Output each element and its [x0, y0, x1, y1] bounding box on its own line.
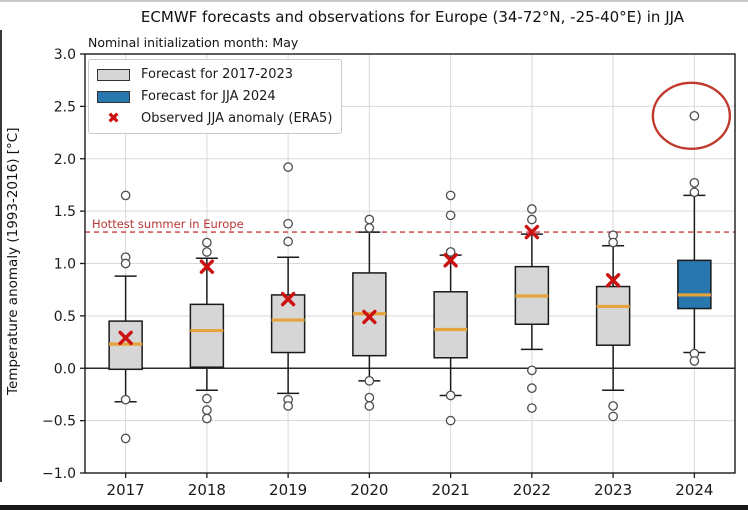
hottest-summer-annotation: Hottest summer in Europe	[92, 217, 244, 231]
outlier-point	[445, 190, 456, 201]
outlier-point	[283, 401, 293, 411]
outlier-point	[689, 177, 700, 188]
outlier-point	[608, 237, 618, 248]
outlier-point	[527, 214, 537, 225]
observed-x-marker	[280, 291, 296, 307]
y-tick-label: −1.0	[42, 466, 76, 482]
outlier-point	[364, 223, 375, 233]
observed-x-marker	[199, 259, 215, 274]
outlier-point	[202, 413, 212, 424]
forecast-box-2023	[595, 285, 631, 346]
photo-bottom-border	[0, 505, 748, 510]
chart-title: ECMWF forecasts and observations for Eur…	[140, 8, 685, 26]
observed-x-marker	[118, 330, 133, 346]
outlier-point	[202, 393, 212, 404]
y-tick-label: 2.0	[54, 152, 76, 168]
outlier-point	[527, 403, 537, 413]
x-tick-label: 2024	[675, 481, 713, 499]
legend-item-forecast-2024: Forecast for JJA 2024	[97, 88, 333, 105]
outlier-point	[120, 394, 131, 405]
x-tick-label: 2023	[594, 481, 632, 499]
outlier-point	[364, 392, 375, 403]
blue-box-swatch	[97, 90, 130, 103]
outlier-point	[689, 110, 700, 121]
forecast-box-2019	[270, 294, 306, 354]
red-x-marker-icon: ✖	[107, 108, 120, 127]
observed-x-marker	[524, 224, 540, 240]
x-tick-label: 2018	[188, 481, 226, 499]
outlier-point	[120, 190, 131, 201]
y-tick-label: 3.0	[54, 47, 76, 63]
outlier-point	[689, 187, 700, 198]
highlight-ellipse	[651, 81, 732, 151]
legend-label: Observed JJA anomaly (ERA5)	[141, 111, 333, 126]
x-tick-label: 2019	[269, 481, 307, 499]
y-tick-label: −0.5	[42, 414, 76, 430]
photo-left-border	[0, 30, 2, 482]
outlier-point	[445, 390, 456, 401]
outlier-point	[202, 237, 212, 248]
outlier-point	[283, 236, 293, 247]
legend-item-observed: ✖ Observed JJA anomaly (ERA5)	[97, 110, 333, 127]
y-tick-label: 1.5	[54, 204, 76, 220]
outlier-point	[120, 433, 131, 444]
outlier-point	[283, 162, 293, 172]
x-tick-label: 2020	[350, 481, 388, 499]
y-tick-label: 2.5	[54, 99, 76, 115]
outlier-point	[202, 405, 212, 415]
outlier-point	[283, 218, 293, 229]
outlier-point	[608, 411, 618, 422]
x-tick-label: 2017	[107, 481, 145, 499]
legend-label: Forecast for JJA 2024	[141, 89, 276, 104]
observed-x-marker	[443, 253, 458, 268]
outlier-point	[527, 383, 537, 394]
outlier-point	[364, 375, 375, 386]
y-tick-label: 1.0	[54, 257, 76, 273]
chart-subtitle: Nominal initialization month: May	[88, 35, 299, 50]
gray-box-swatch	[97, 68, 130, 81]
observed-x-marker	[605, 273, 621, 288]
forecast-box-2018	[189, 303, 225, 368]
outlier-point	[120, 258, 131, 269]
outlier-point	[364, 214, 375, 225]
outlier-point	[527, 365, 537, 376]
legend-label: Forecast for 2017-2023	[141, 67, 294, 82]
y-tick-label: 0.5	[54, 309, 76, 325]
y-tick-label: 0.0	[54, 361, 76, 377]
outlier-point	[445, 415, 456, 426]
outlier-point	[689, 356, 700, 366]
outlier-point	[202, 247, 212, 257]
x-tick-label: 2022	[513, 481, 551, 499]
forecast-box-2024	[677, 259, 712, 310]
x-tick-label: 2021	[432, 481, 470, 499]
legend-item-forecast-2017-2023: Forecast for 2017-2023	[97, 66, 333, 83]
forecast-box-2021	[433, 291, 468, 359]
outlier-point	[445, 247, 456, 257]
outlier-point	[364, 401, 375, 411]
legend-box: Forecast for 2017-2023 Forecast for JJA …	[88, 59, 342, 134]
observed-x-marker	[362, 309, 377, 325]
outlier-point	[445, 210, 456, 221]
outlier-point	[527, 204, 537, 214]
outlier-point	[608, 401, 618, 411]
